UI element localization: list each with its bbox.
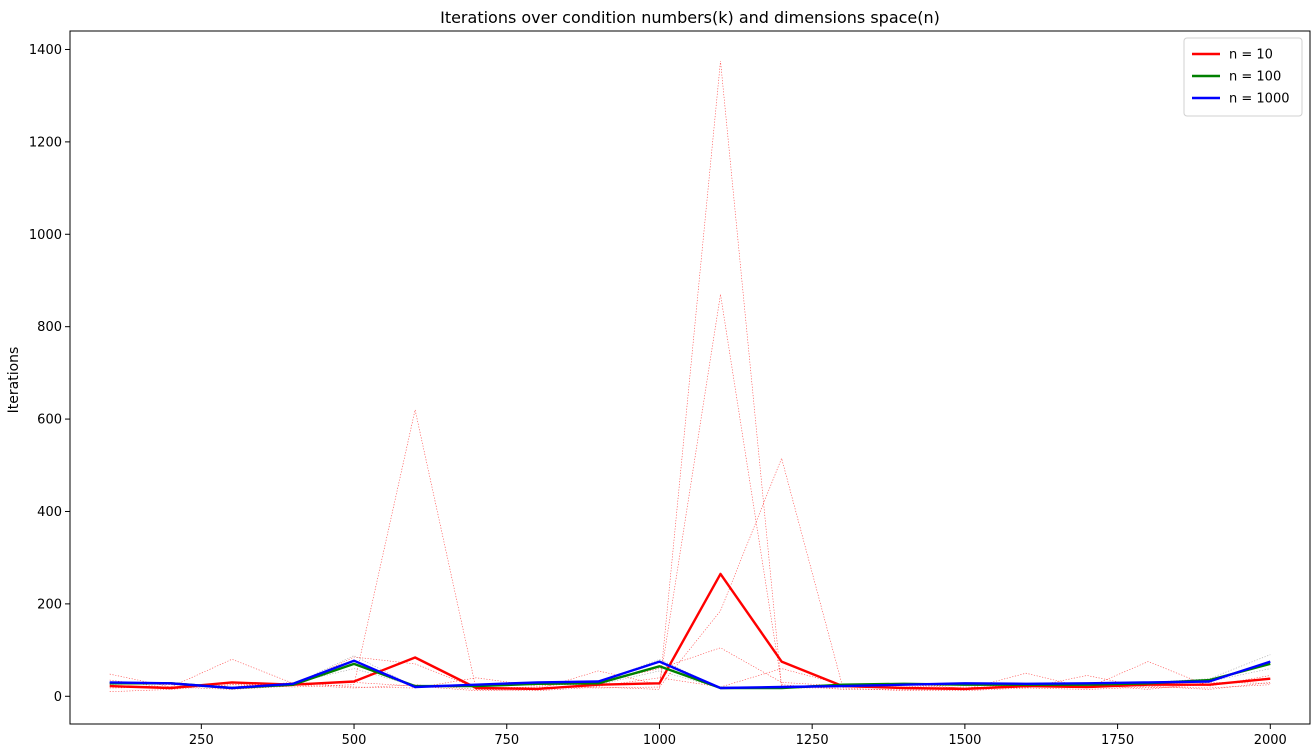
y-tick-label: 200: [37, 597, 62, 612]
x-tick-label: 1750: [1101, 733, 1134, 748]
series-line-2: [109, 662, 1271, 690]
run-line-3: [109, 457, 1271, 690]
x-tick-label: 750: [494, 733, 519, 748]
x-tick-label: 2000: [1254, 733, 1287, 748]
series-line-1: [109, 572, 1271, 691]
plot-area: [109, 60, 1271, 692]
legend-label: n = 100: [1229, 70, 1281, 85]
legend-label: n = 1000: [1229, 92, 1289, 107]
y-tick-label: 1000: [29, 228, 62, 243]
x-tick-label: 1500: [948, 733, 981, 748]
chart-title: Iterations over condition numbers(k) and…: [440, 8, 940, 27]
run-line-2: [109, 294, 1271, 692]
x-tick-label: 500: [342, 733, 367, 748]
x-axis: 250 500 750 1000 1250 1500 1750 2000: [189, 724, 1287, 748]
y-tick-label: 1200: [29, 135, 62, 150]
legend-label: n = 10: [1229, 48, 1273, 63]
y-tick-label: 0: [54, 690, 62, 705]
y-tick-label: 600: [37, 413, 62, 428]
x-tick-label: 1000: [643, 733, 676, 748]
series-line-3: [109, 659, 1271, 690]
run-line-1: [109, 60, 1271, 692]
x-tick-label: 250: [189, 733, 214, 748]
legend-box: [1183, 37, 1303, 117]
y-tick-label: 400: [37, 505, 62, 520]
y-tick-label: 1400: [29, 43, 62, 58]
plot-frame: [69, 30, 1311, 725]
legend: n = 10 n = 100 n = 1000: [1183, 37, 1303, 117]
y-axis: 0 200 400 600 800 1000 1200 1400: [29, 43, 70, 705]
x-tick-label: 1250: [796, 733, 829, 748]
y-axis-label: Iterations: [6, 347, 22, 414]
y-tick-label: 800: [37, 320, 62, 335]
